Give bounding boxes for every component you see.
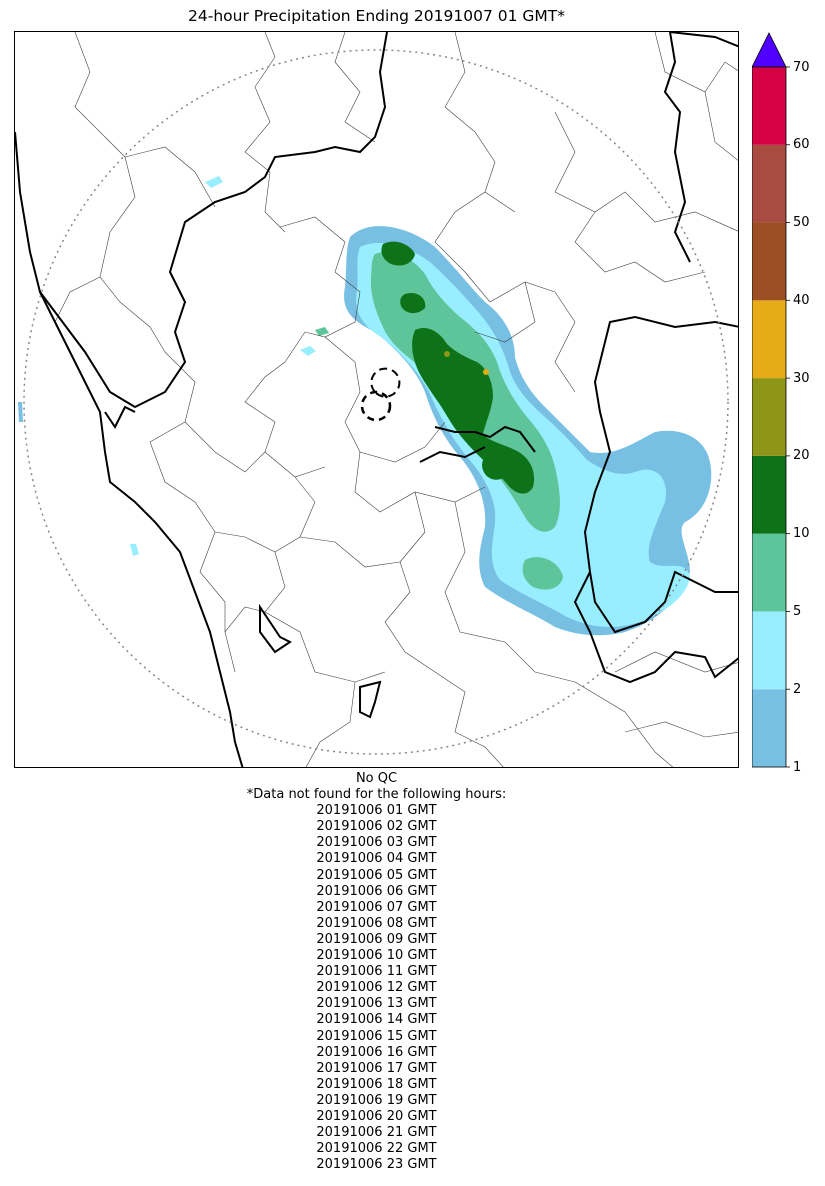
radar-site-marker <box>360 390 392 422</box>
missing-hour-item: 20191006 19 GMT <box>316 1092 437 1108</box>
map-title: 24-hour Precipitation Ending 20191007 01… <box>188 7 565 25</box>
missing-hours-header: *Data not found for the following hours: <box>246 787 507 803</box>
missing-hour-item: 20191006 18 GMT <box>316 1076 437 1092</box>
precip-scatter-6 <box>665 436 683 454</box>
missing-hour-item: 20191006 01 GMT <box>316 803 437 819</box>
missing-hour-item: 20191006 15 GMT <box>316 1028 437 1044</box>
colorbar-tick-label: 2 <box>793 681 802 697</box>
colorbar-tick-label: 20 <box>793 448 810 464</box>
colorbar-segment <box>752 300 786 379</box>
footer-notes: No QC *Data not found for the following … <box>14 771 739 1173</box>
colorbar-graphic <box>751 32 790 768</box>
coastline <box>15 131 244 767</box>
missing-hour-item: 20191006 23 GMT <box>316 1157 437 1173</box>
colorbar-tick-label: 30 <box>793 370 810 386</box>
colorbar-tick-label: 50 <box>793 215 810 231</box>
precip-area-darkgreen <box>412 327 535 494</box>
missing-hour-item: 20191006 08 GMT <box>316 915 437 931</box>
missing-hour-item: 20191006 03 GMT <box>316 835 437 851</box>
precip-spot-olive <box>444 351 450 357</box>
missing-hour-item: 20191006 07 GMT <box>316 899 437 915</box>
colorbar-tick-label: 40 <box>793 292 810 308</box>
colorbar-segment <box>752 378 786 456</box>
missing-hour-item: 20191006 02 GMT <box>316 819 437 835</box>
precip-scatter-4 <box>205 176 223 188</box>
precip-scatter-5 <box>18 402 23 422</box>
colorbar-extend-arrow <box>751 32 787 68</box>
state-boundaries <box>15 32 738 767</box>
colorbar-segment <box>752 611 786 690</box>
district-boundaries <box>54 32 738 767</box>
colorbar-segment <box>752 689 786 767</box>
map-canvas <box>15 32 738 767</box>
precip-area-darkgreen-north <box>381 241 415 266</box>
precip-area-darkgreen-2 <box>400 292 426 314</box>
colorbar-segment <box>752 144 786 223</box>
colorbar-tick-label: 10 <box>793 526 810 542</box>
missing-hour-item: 20191006 14 GMT <box>316 1012 437 1028</box>
missing-hour-item: 20191006 12 GMT <box>316 980 437 996</box>
missing-hour-item: 20191006 17 GMT <box>316 1060 437 1076</box>
missing-hour-item: 20191006 21 GMT <box>316 1125 437 1141</box>
precip-area-darkgreen-3 <box>482 455 509 480</box>
precip-scatter-2 <box>315 327 329 336</box>
qc-note: No QC <box>355 771 398 786</box>
colorbar-tick-label: 1 <box>793 759 802 775</box>
missing-hour-item: 20191006 20 GMT <box>316 1108 437 1124</box>
colorbar-segment <box>752 533 786 612</box>
colorbar-tick-label: 60 <box>793 137 810 153</box>
missing-hour-item: 20191006 10 GMT <box>316 948 437 964</box>
missing-hour-item: 20191006 06 GMT <box>316 883 437 899</box>
missing-hour-item: 20191006 13 GMT <box>316 996 437 1012</box>
precip-scatter-7 <box>625 452 635 464</box>
missing-hours-list: 20191006 01 GMT 20191006 02 GMT 20191006 0… <box>14 803 739 1173</box>
colorbar-segment <box>752 455 786 534</box>
colorbar-tick-label: 70 <box>793 59 810 75</box>
colorbar-segment <box>752 222 786 301</box>
radar-range-ring <box>23 49 729 755</box>
missing-hour-item: 20191006 11 GMT <box>316 964 437 980</box>
missing-hour-item: 20191006 04 GMT <box>316 851 437 867</box>
colorbar-outline <box>751 66 787 768</box>
colorbar <box>751 31 822 773</box>
precipitation-map <box>14 31 739 768</box>
precip-scatter-3 <box>130 544 139 556</box>
precip-area-mint-south <box>522 557 563 590</box>
missing-hour-item: 20191006 22 GMT <box>316 1141 437 1157</box>
missing-hour-item: 20191006 16 GMT <box>316 1044 437 1060</box>
missing-hour-item: 20191006 05 GMT <box>316 867 437 883</box>
colorbar-segment <box>752 67 786 145</box>
precip-scatter-1 <box>300 346 316 356</box>
precip-spot-orange <box>483 369 489 375</box>
missing-hour-item: 20191006 09 GMT <box>316 931 437 947</box>
colorbar-tick-label: 5 <box>793 603 802 619</box>
